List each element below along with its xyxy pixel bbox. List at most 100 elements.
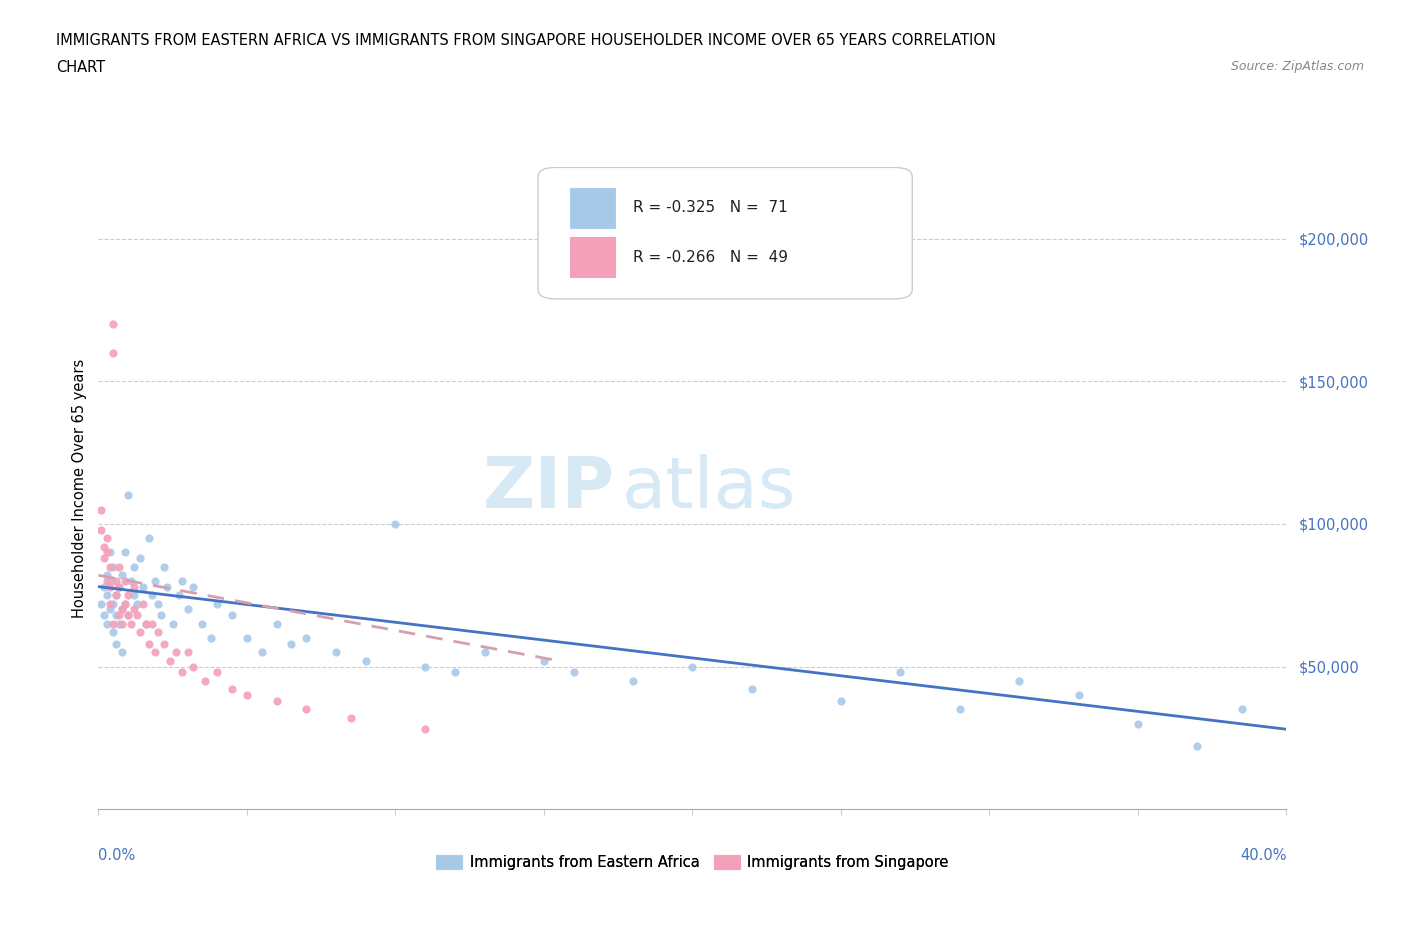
Point xyxy=(280,636,302,651)
Point xyxy=(120,574,142,589)
Point xyxy=(325,644,347,659)
Text: IMMIGRANTS FROM EASTERN AFRICA VS IMMIGRANTS FROM SINGAPORE HOUSEHOLDER INCOME O: IMMIGRANTS FROM EASTERN AFRICA VS IMMIGR… xyxy=(56,33,995,47)
Text: CHART: CHART xyxy=(56,60,105,75)
Point xyxy=(221,607,243,622)
Point xyxy=(340,711,363,725)
Point xyxy=(138,636,160,651)
Point xyxy=(96,588,118,603)
Point xyxy=(108,617,131,631)
Point xyxy=(103,596,125,611)
Point xyxy=(170,574,193,589)
Point xyxy=(159,654,181,669)
Point xyxy=(266,693,288,708)
Point xyxy=(183,659,205,674)
Point xyxy=(111,602,134,617)
Text: atlas: atlas xyxy=(621,454,796,523)
Point xyxy=(108,607,131,622)
Point xyxy=(1008,673,1031,688)
Point xyxy=(533,654,555,669)
Point xyxy=(949,702,972,717)
Point xyxy=(200,631,222,645)
Point xyxy=(143,644,166,659)
Point xyxy=(96,568,118,583)
Point xyxy=(135,617,157,631)
Text: 0.0%: 0.0% xyxy=(98,847,135,863)
Point xyxy=(108,559,131,574)
Point xyxy=(413,659,436,674)
Y-axis label: Householder Income Over 65 years: Householder Income Over 65 years xyxy=(72,359,87,618)
Point xyxy=(103,559,125,574)
Point xyxy=(105,588,128,603)
Text: R = -0.266   N =  49: R = -0.266 N = 49 xyxy=(633,250,787,265)
Point xyxy=(152,636,174,651)
Point xyxy=(129,551,152,565)
Point xyxy=(93,539,115,554)
Point xyxy=(105,588,128,603)
Text: ZIP: ZIP xyxy=(484,454,616,523)
Point xyxy=(122,559,145,574)
Point xyxy=(90,522,112,537)
Point xyxy=(96,545,118,560)
Point xyxy=(250,644,273,659)
Point xyxy=(1230,702,1253,717)
Point xyxy=(143,574,166,589)
Text: 40.0%: 40.0% xyxy=(1240,847,1286,863)
Point xyxy=(96,617,118,631)
Point xyxy=(141,617,163,631)
Point xyxy=(117,607,139,622)
Point xyxy=(125,607,148,622)
Text: R = -0.325   N =  71: R = -0.325 N = 71 xyxy=(633,200,787,216)
Point xyxy=(354,654,377,669)
Point xyxy=(120,617,142,631)
Legend: Immigrants from Eastern Africa, Immigrants from Singapore: Immigrants from Eastern Africa, Immigran… xyxy=(430,849,955,876)
Point xyxy=(681,659,703,674)
Point xyxy=(149,607,172,622)
Point xyxy=(474,644,496,659)
Point xyxy=(1067,687,1090,702)
Point xyxy=(132,596,155,611)
Point xyxy=(93,579,115,594)
Point xyxy=(165,644,187,659)
Point xyxy=(191,617,214,631)
Point xyxy=(141,588,163,603)
Point xyxy=(96,574,118,589)
Point xyxy=(295,702,318,717)
Point xyxy=(167,588,190,603)
Point xyxy=(96,531,118,546)
Text: Source: ZipAtlas.com: Source: ZipAtlas.com xyxy=(1230,60,1364,73)
Point xyxy=(117,588,139,603)
Point xyxy=(266,617,288,631)
Point xyxy=(236,631,259,645)
Point xyxy=(103,345,125,360)
Point xyxy=(170,665,193,680)
Point xyxy=(93,607,115,622)
Point xyxy=(295,631,318,645)
Point xyxy=(122,602,145,617)
Point xyxy=(105,574,128,589)
Point xyxy=(125,596,148,611)
Point xyxy=(117,607,139,622)
Point xyxy=(98,596,121,611)
Point xyxy=(621,673,644,688)
Point xyxy=(114,574,136,589)
Point xyxy=(384,516,406,531)
Point xyxy=(443,665,465,680)
Point xyxy=(108,579,131,594)
Point xyxy=(103,625,125,640)
Point xyxy=(194,673,217,688)
FancyBboxPatch shape xyxy=(538,167,912,299)
Point xyxy=(135,617,157,631)
Point xyxy=(108,579,131,594)
Point xyxy=(176,602,198,617)
Point xyxy=(146,625,169,640)
FancyBboxPatch shape xyxy=(569,237,616,277)
Point xyxy=(98,559,121,574)
Point xyxy=(413,722,436,737)
Point xyxy=(98,579,121,594)
Point xyxy=(156,579,179,594)
Point xyxy=(114,596,136,611)
Point xyxy=(138,531,160,546)
Point xyxy=(1126,716,1149,731)
Point xyxy=(122,579,145,594)
FancyBboxPatch shape xyxy=(569,188,616,228)
